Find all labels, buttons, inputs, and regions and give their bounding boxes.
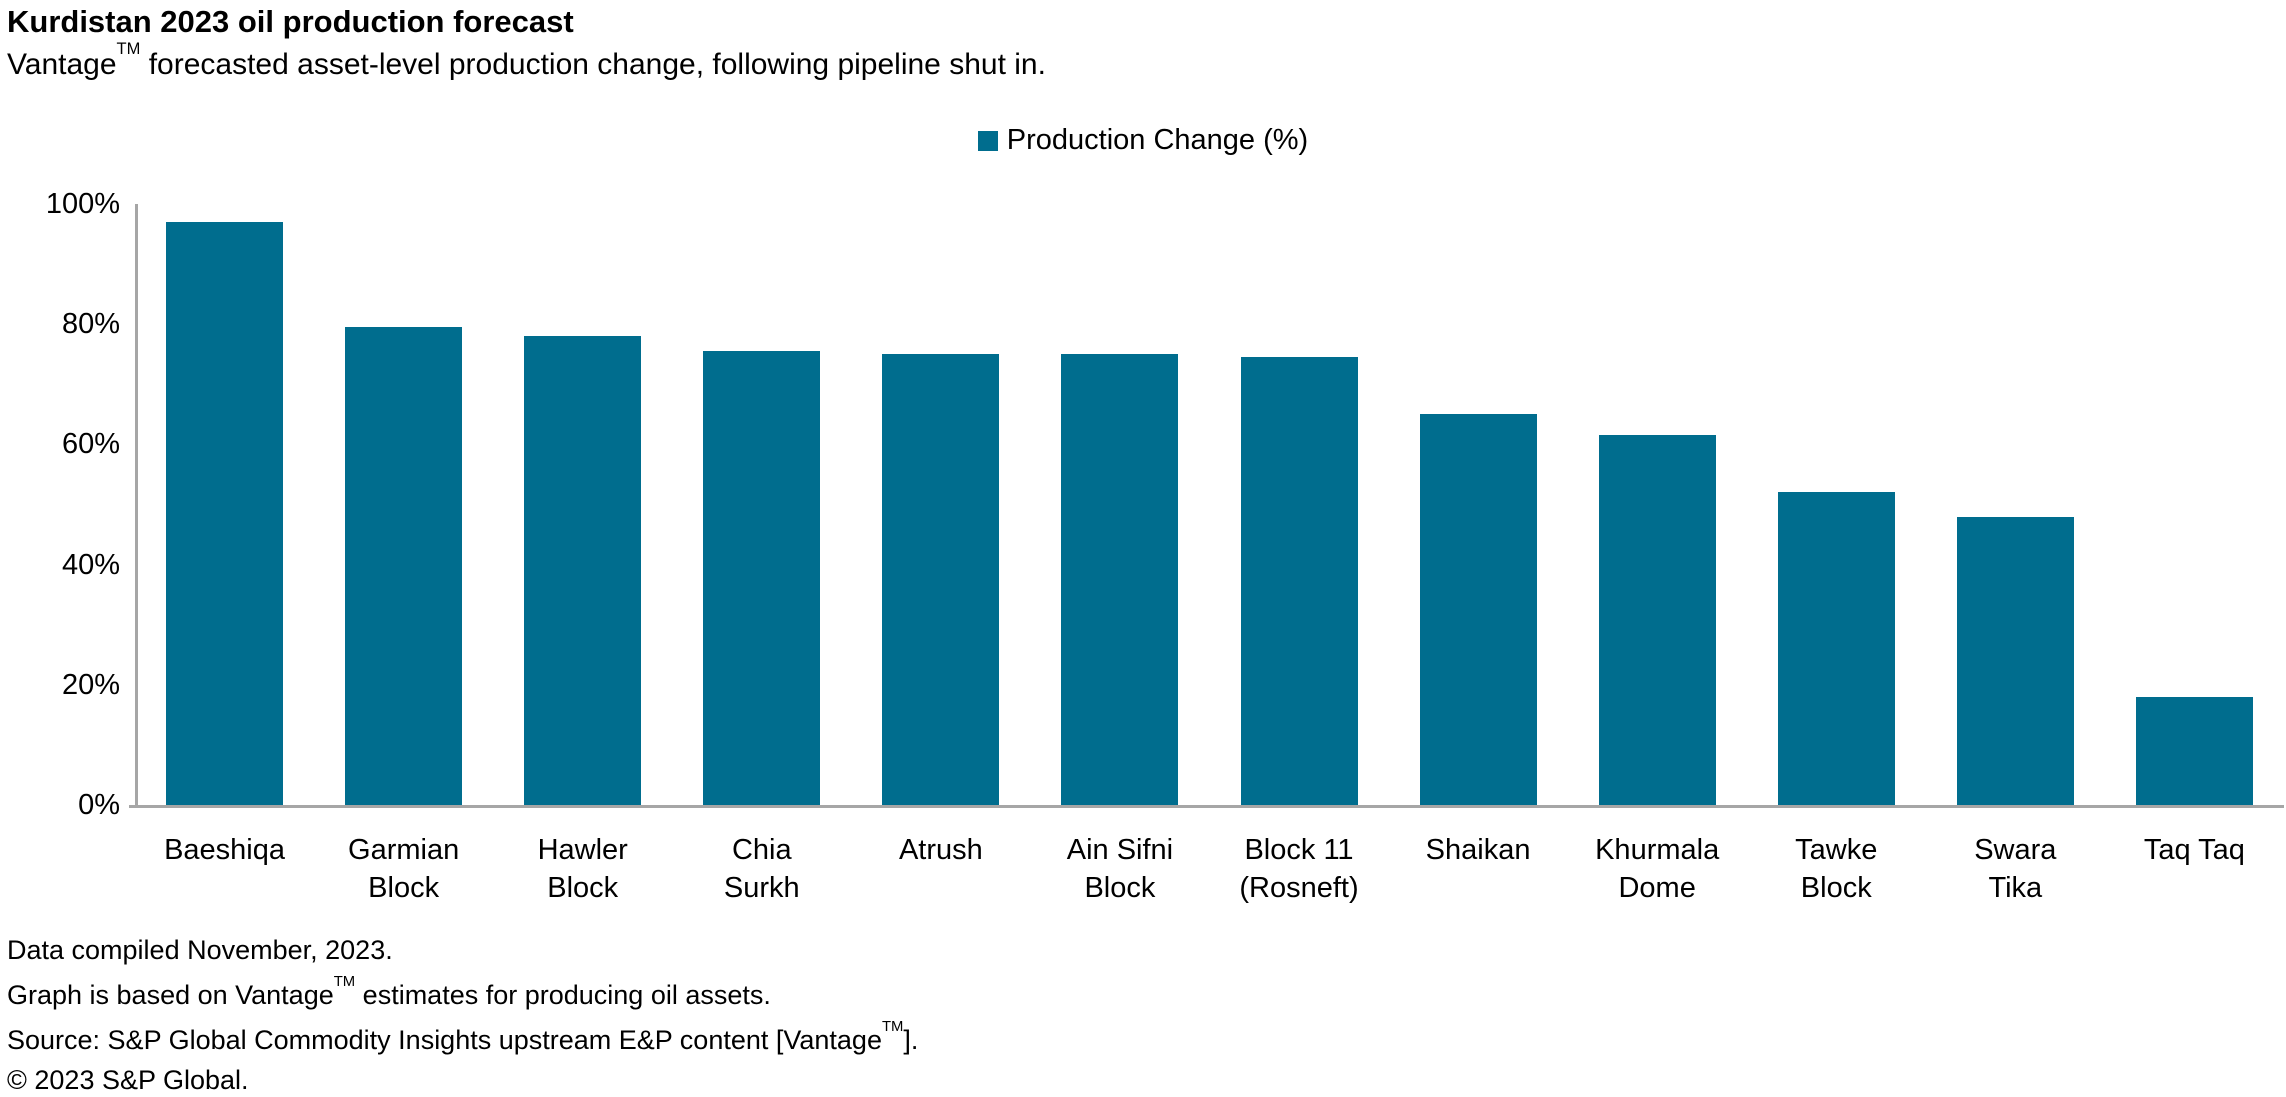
bar-shaikan <box>1419 414 1537 805</box>
bar-slot <box>1926 204 2105 805</box>
bar-khurmala-dome <box>1598 435 1716 805</box>
bar-taq-taq <box>2135 696 2253 805</box>
y-axis-tick-label: 100% <box>45 188 120 220</box>
y-axis-tick-label: 60% <box>61 428 120 461</box>
y-axis-tick-label: 40% <box>61 548 120 581</box>
bar-slot <box>851 204 1030 805</box>
bar-ain-sifni-block <box>1061 354 1179 805</box>
bar-slot <box>314 204 493 805</box>
bar-slot <box>672 204 851 805</box>
bar-garmian-block <box>345 327 463 805</box>
y-axis-line <box>135 204 138 805</box>
x-axis-category-label: Hawler Block <box>537 834 628 904</box>
x-axis-category-label: Atrush <box>898 834 983 866</box>
bar-atrush <box>882 354 1000 805</box>
subtitle-text-post: forecasted asset-level production change… <box>140 48 1046 81</box>
plot-area <box>129 204 2284 808</box>
y-axis-tick-label: 20% <box>61 668 120 701</box>
bar-baeshiqa <box>166 222 284 805</box>
legend-label: Production Change (%) <box>1006 124 1309 156</box>
x-axis-category-label: Taq Taq <box>2143 834 2245 866</box>
bar-block-11-rosneft <box>1240 357 1358 805</box>
x-axis-category-label: Garmian Block <box>348 834 460 904</box>
subtitle-text-pre: Vantage <box>7 48 117 81</box>
x-axis-category-label: Shaikan <box>1425 834 1531 866</box>
x-axis-category-label: Ain Sifni Block <box>1066 834 1174 904</box>
x-axis-category-label: Block 11 (Rosneft) <box>1239 834 1359 904</box>
footer-line-copyright: © 2023 S&P Global. <box>7 1065 249 1095</box>
x-axis-category-label: Khurmala Dome <box>1595 834 1720 904</box>
x-axis-category-label: Baeshiqa <box>164 834 285 866</box>
bar-swara-tika <box>1956 516 2074 805</box>
x-axis-category-label: Tawke Block <box>1795 834 1878 904</box>
y-axis-tick-label: 0% <box>78 789 120 821</box>
bar-slot <box>1747 204 1926 805</box>
x-axis-labels: Baeshiqa Garmian Block Hawler Block Chia Su… <box>135 831 2284 907</box>
bar-hawler-block <box>524 336 642 805</box>
trademark-superscript: TM <box>333 973 356 990</box>
page-title: Kurdistan 2023 oil production forecast <box>7 4 574 39</box>
x-axis-category-label: Swara Tika <box>1974 834 2057 904</box>
page-subtitle: VantageTM forecasted asset-level product… <box>7 40 1046 82</box>
footer-line-source: Source: S&P Global Commodity Insights up… <box>7 1018 919 1055</box>
x-axis-line <box>129 805 2284 808</box>
bar-slot <box>135 204 314 805</box>
bar-series <box>135 204 2284 805</box>
y-axis: 100% 80% 60% 40% 20% 0% <box>0 188 120 821</box>
y-axis-tick-label: 80% <box>61 308 120 341</box>
bar-chia-surkh <box>703 351 821 805</box>
footer-notes: Data compiled November, 2023. Graph is b… <box>7 930 918 1097</box>
trademark-superscript: TM <box>881 1018 904 1035</box>
legend: Production Change (%) <box>0 124 2286 157</box>
bar-slot <box>1209 204 1388 805</box>
trademark-superscript: TM <box>116 39 141 58</box>
bar-slot <box>2105 204 2284 805</box>
bar-slot <box>1389 204 1568 805</box>
legend-swatch-icon <box>977 130 998 151</box>
bar-slot <box>493 204 672 805</box>
bar-slot <box>1030 204 1209 805</box>
bar-tawke-block <box>1777 492 1895 805</box>
bar-slot <box>1568 204 1747 805</box>
footer-line-compiled: Data compiled November, 2023. <box>7 935 393 965</box>
x-axis-category-label: Chia Surkh <box>723 834 800 904</box>
footer-line-graph-note: Graph is based on VantageTM estimates fo… <box>7 973 771 1010</box>
